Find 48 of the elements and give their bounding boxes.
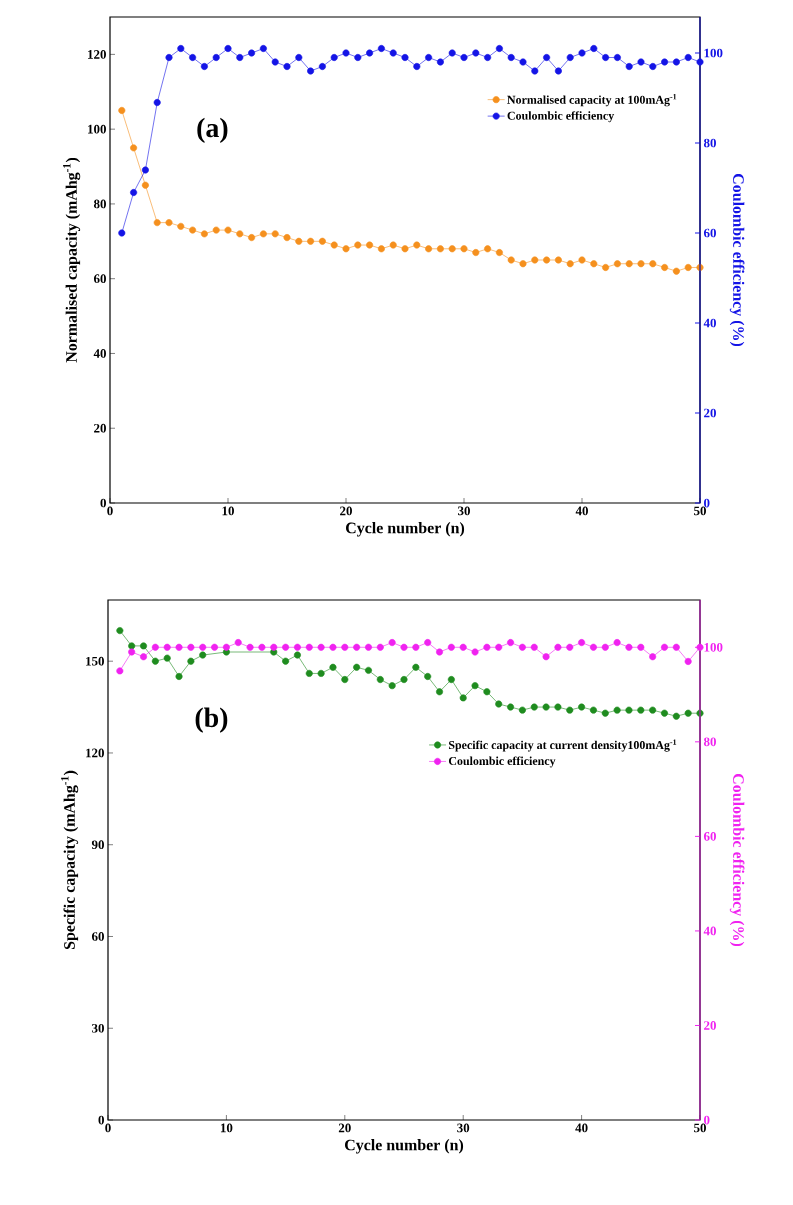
annotation: (b) xyxy=(195,707,228,733)
x-tick-label: 30 xyxy=(458,506,470,516)
y-tick-label: 30 xyxy=(92,1023,104,1033)
y-tick-label: 20 xyxy=(94,423,106,433)
y-tick-label: 0 xyxy=(98,1115,104,1125)
y2-tick-label: 0 xyxy=(704,1115,710,1125)
legend-label: Specific capacity at current density100mAg$^{-1}$ xyxy=(448,739,677,752)
legend-label: Normalised capacity at 100mAg$^{-1}$ xyxy=(507,94,677,107)
annotation: (a) xyxy=(197,117,228,144)
y-axis-title: Specific capacity (mAhg$^{-1}$) xyxy=(61,770,79,950)
x-tick-label: 10 xyxy=(222,506,234,516)
legend-label: Coulombic efficiency xyxy=(448,756,556,768)
y2-tick-label: 40 xyxy=(703,926,716,936)
y-axis-title: Normalised capacity (mAhg$^{-1}$) xyxy=(63,157,81,363)
y2-tick-label: 100 xyxy=(704,642,723,652)
y-tick-label: 90 xyxy=(91,840,104,850)
y-tick-label: 150 xyxy=(86,656,104,666)
y2-tick-label: 20 xyxy=(704,408,716,418)
y-tick-label: 80 xyxy=(93,199,106,209)
y2-tick-label: 80 xyxy=(703,138,716,148)
legend-label: Coulombic efficiency xyxy=(507,111,615,123)
y-tick-label: 100 xyxy=(88,124,106,134)
y-tick-label: 120 xyxy=(86,748,104,758)
y-tick-label: 60 xyxy=(91,932,104,941)
x-tick-label: 10 xyxy=(220,1123,233,1133)
x-axis-title: Cycle number (n) xyxy=(346,522,465,537)
x-tick-label: 0 xyxy=(107,506,113,516)
y2-tick-label: 60 xyxy=(703,228,716,238)
y2-axis-title: Coulombic efficiency (%) xyxy=(729,774,745,947)
x-axis-title: Cycle number (n) xyxy=(345,1139,464,1154)
x-tick-label: 30 xyxy=(457,1123,470,1133)
y2-tick-label: 100 xyxy=(704,48,723,58)
y2-axis-title: Coulombic efficiency (%) xyxy=(729,174,745,347)
x-tick-label: 40 xyxy=(575,1123,588,1133)
y2-tick-label: 20 xyxy=(704,1021,716,1030)
y-tick-label: 0 xyxy=(100,498,106,508)
y2-tick-label: 60 xyxy=(703,832,716,841)
y-tick-label: 120 xyxy=(88,50,106,59)
x-tick-label: 20 xyxy=(338,1123,351,1133)
x-tick-label: 40 xyxy=(575,506,588,516)
x-tick-label: 50 xyxy=(694,1123,706,1133)
y-tick-label: 60 xyxy=(93,274,106,284)
y-tick-label: 40 xyxy=(93,349,106,358)
x-tick-label: 20 xyxy=(340,506,352,516)
x-tick-label: 50 xyxy=(694,506,706,516)
y2-tick-label: 80 xyxy=(703,737,716,747)
y2-tick-label: 40 xyxy=(703,318,716,328)
y2-tick-label: 0 xyxy=(704,498,710,508)
